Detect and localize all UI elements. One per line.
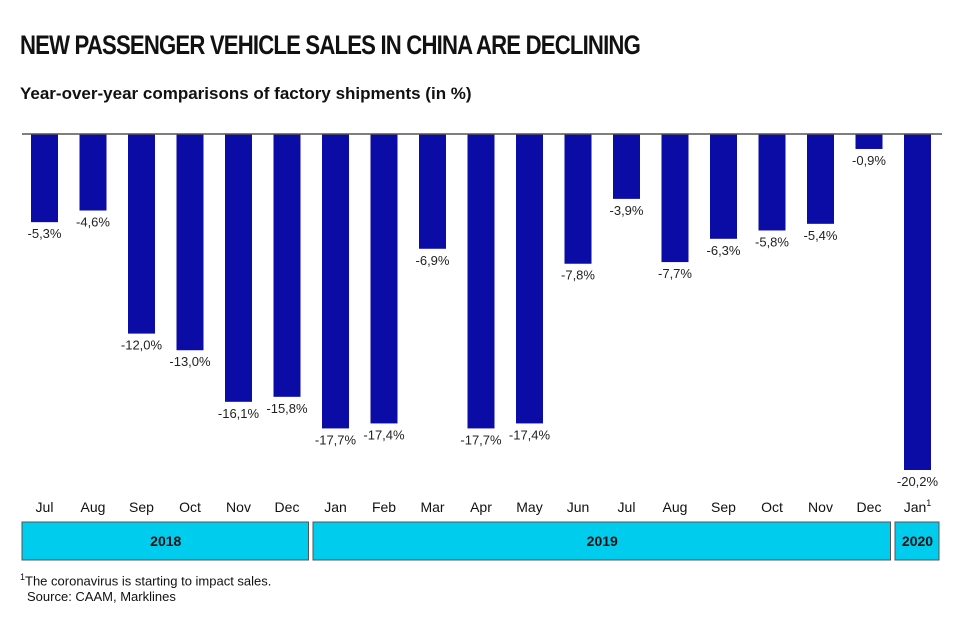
footnote: 1The coronavirus is starting to impact s… bbox=[20, 572, 271, 588]
bar bbox=[467, 134, 495, 429]
bar bbox=[516, 134, 543, 424]
month-label: Oct bbox=[761, 499, 783, 515]
footnote-mark: 1 bbox=[20, 572, 26, 582]
bar bbox=[758, 134, 786, 231]
bar bbox=[710, 134, 737, 239]
month-label: Jul bbox=[36, 499, 54, 515]
month-label: Dec bbox=[857, 499, 882, 515]
source-note: Source: CAAM, Marklines bbox=[27, 589, 176, 604]
data-label: -12,0% bbox=[121, 338, 163, 353]
year-label: 2018 bbox=[150, 533, 181, 549]
bar bbox=[273, 134, 301, 397]
chart-subtitle: Year-over-year comparisons of factory sh… bbox=[20, 84, 472, 103]
month-label: Sep bbox=[711, 499, 736, 515]
month-label: Mar bbox=[420, 499, 444, 515]
month-label: Jun bbox=[567, 499, 590, 515]
data-label: -17,7% bbox=[315, 432, 357, 447]
month-label: Jul bbox=[618, 499, 636, 515]
month-label: Feb bbox=[372, 499, 396, 515]
footnote-text: The coronavirus is starting to impact sa… bbox=[25, 573, 272, 589]
month-label: Dec bbox=[275, 499, 300, 515]
data-label: -0,9% bbox=[852, 153, 886, 168]
month-label: Sep bbox=[129, 499, 154, 515]
year-box bbox=[312, 521, 891, 561]
data-label: -4,6% bbox=[76, 215, 110, 230]
data-label: -6,3% bbox=[707, 243, 741, 258]
month-label: May bbox=[516, 499, 542, 515]
bar bbox=[370, 134, 398, 424]
month-label: Aug bbox=[663, 499, 688, 515]
bar bbox=[79, 134, 107, 211]
year-box bbox=[21, 521, 309, 561]
bar bbox=[176, 134, 204, 351]
data-label: -20,2% bbox=[897, 474, 939, 489]
data-label: -17,4% bbox=[509, 427, 551, 442]
data-label: -7,7% bbox=[658, 266, 692, 281]
bar bbox=[419, 134, 446, 249]
bar bbox=[807, 134, 834, 224]
bar bbox=[225, 134, 252, 402]
data-label: -6,9% bbox=[416, 253, 450, 268]
month-label: Apr bbox=[470, 499, 492, 515]
year-label: 2020 bbox=[902, 533, 933, 549]
year-box bbox=[894, 521, 940, 561]
data-label: -13,0% bbox=[169, 354, 211, 369]
month-label: Nov bbox=[808, 499, 833, 515]
data-label: -5,8% bbox=[755, 234, 789, 249]
data-label: -17,7% bbox=[460, 432, 502, 447]
data-label: -16,1% bbox=[218, 406, 260, 421]
data-label: -15,8% bbox=[266, 401, 308, 416]
bar bbox=[564, 134, 592, 264]
chart-title: NEW PASSENGER VEHICLE SALES IN CHINA ARE… bbox=[20, 30, 641, 60]
month-label: Aug bbox=[81, 499, 106, 515]
month-label: Jan bbox=[324, 499, 347, 515]
data-label: -5,3% bbox=[28, 226, 62, 241]
bar bbox=[613, 134, 640, 199]
bar bbox=[855, 134, 883, 149]
data-label: -17,4% bbox=[363, 427, 405, 442]
bar bbox=[661, 134, 689, 263]
year-label: 2019 bbox=[587, 533, 618, 549]
data-label: -3,9% bbox=[610, 203, 644, 218]
data-label: -5,4% bbox=[804, 228, 838, 243]
month-label: Oct bbox=[179, 499, 201, 515]
data-label: -7,8% bbox=[561, 268, 595, 283]
bar bbox=[322, 134, 349, 429]
month-label: Nov bbox=[226, 499, 251, 515]
bar bbox=[128, 134, 155, 334]
bar bbox=[31, 134, 58, 223]
bar bbox=[904, 134, 931, 470]
month-label: Jan1 bbox=[904, 498, 932, 515]
